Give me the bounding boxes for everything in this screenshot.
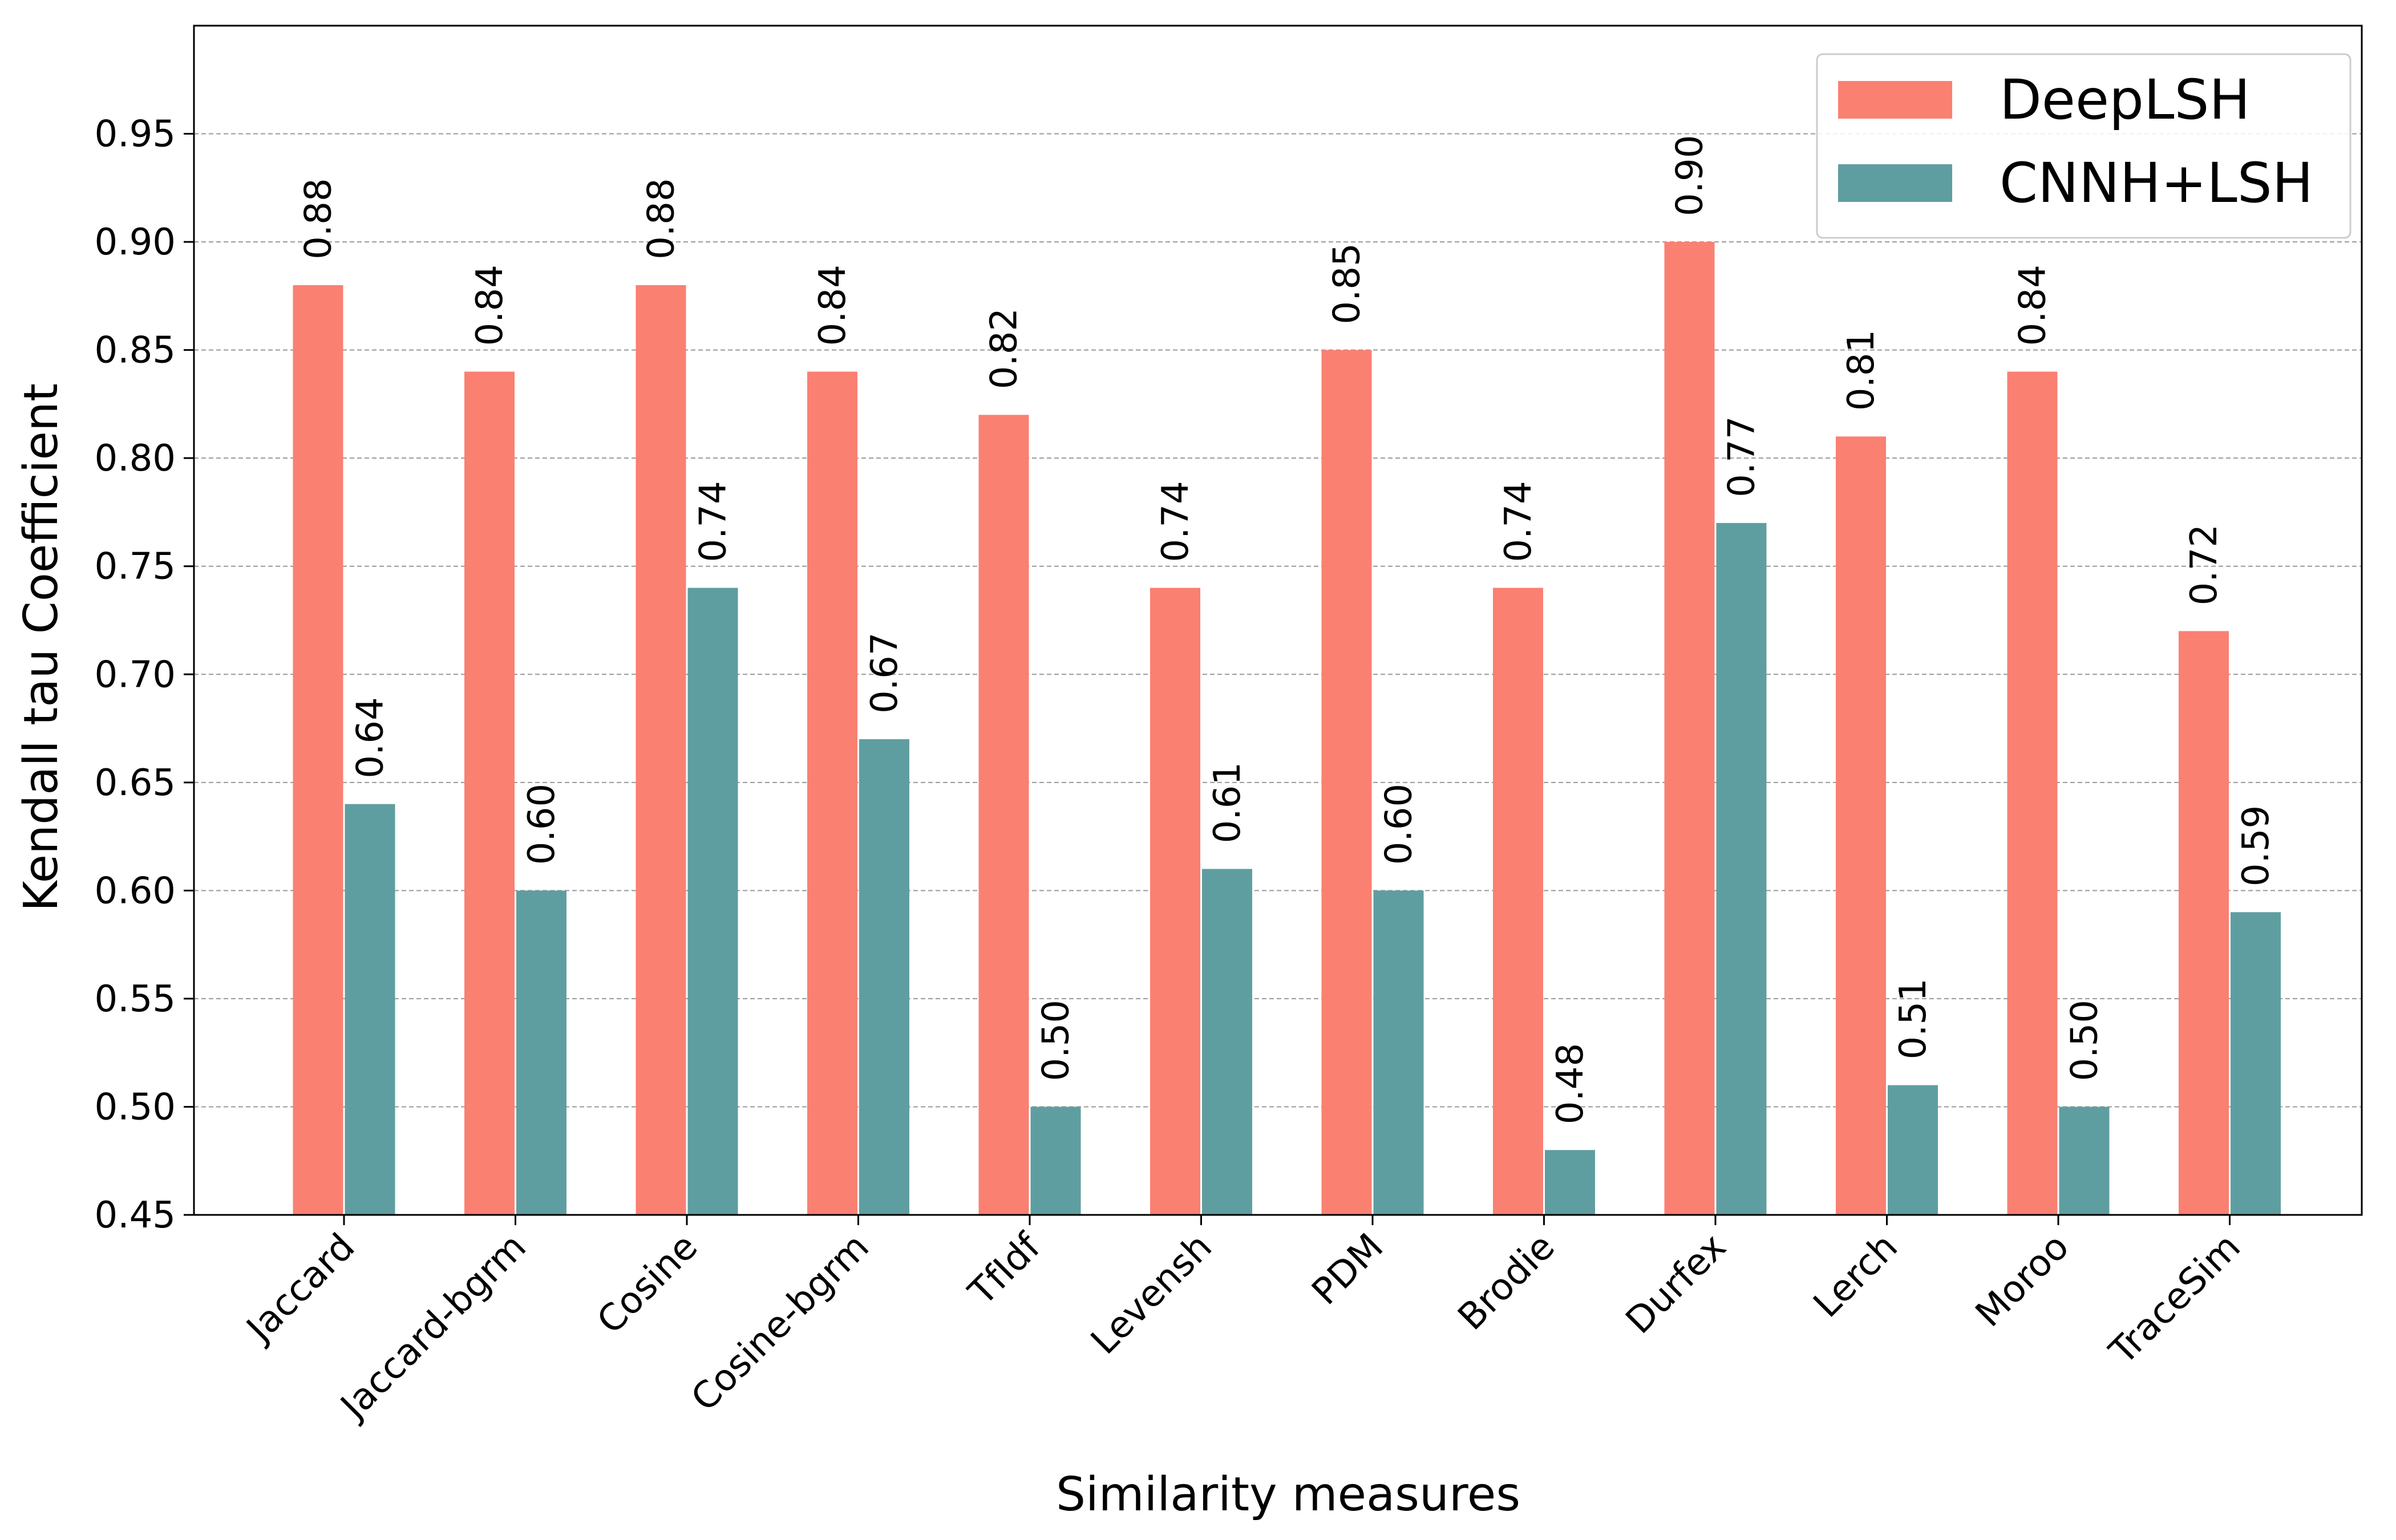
x-tick-label-tracesim: TraceSim (2101, 1226, 2248, 1373)
bar-value-label: 0.81 (1840, 330, 1883, 411)
bar-value-label: 0.64 (350, 697, 392, 779)
x-tick-label-lerch: Lerch (1806, 1226, 1906, 1326)
bar-value-label: 0.61 (1207, 762, 1249, 844)
bar-value-label: 0.88 (298, 178, 340, 260)
bar-deeplsh-tracesim (2179, 631, 2229, 1215)
bar-value-label: 0.85 (1326, 243, 1369, 325)
y-tick-label: 0.75 (95, 546, 176, 588)
bar-value-label: 0.77 (1721, 416, 1763, 497)
grid-lines (194, 133, 2362, 1108)
y-tick-label: 0.95 (95, 114, 176, 156)
bar-cnnh-lsh-tracesim (2231, 912, 2281, 1215)
bars (293, 242, 2281, 1215)
bar-deeplsh-durfex (1664, 242, 1715, 1215)
y-tick-label: 0.65 (95, 762, 176, 804)
y-axis: 0.45 0.50 0.55 0.60 0.65 0.70 0.75 0.80 0.85 0.90… (95, 114, 194, 1237)
y-tick-label: 0.45 (95, 1194, 176, 1237)
bar-deeplsh-levensh (1150, 587, 1200, 1215)
bar-cnnh-lsh-pdm (1373, 890, 1424, 1215)
bar-cnnh-lsh-brodie (1545, 1150, 1595, 1215)
bar-deeplsh-brodie (1493, 587, 1543, 1215)
bar-value-label: 0.59 (2235, 805, 2277, 887)
bar-value-label: 0.50 (2064, 1000, 2106, 1081)
legend-swatch-deeplsh (1838, 81, 1952, 119)
bar-value-label: 0.88 (641, 178, 683, 260)
bar-cnnh-lsh-cosine (687, 587, 738, 1215)
x-tick-label-cosine: Cosine (589, 1226, 706, 1342)
x-tick-label-brodie: Brodie (1450, 1226, 1563, 1339)
bar-value-label: 0.90 (1669, 135, 1711, 217)
bar-deeplsh-moroo (2007, 371, 2058, 1215)
x-tick-label-moroo: Moroo (1968, 1226, 2077, 1335)
x-tick-label-durfex: Durfex (1618, 1226, 1734, 1342)
bar-deeplsh-pdm (1321, 350, 1372, 1215)
plot-frame (193, 25, 2363, 1216)
bar-value-label: 0.60 (1378, 784, 1420, 865)
x-tick-label-pdm: PDM (1304, 1226, 1392, 1314)
bar-value-label: 0.51 (1892, 978, 1934, 1060)
y-axis-title: Kendall tau Coefficient (14, 383, 68, 911)
bar-value-label: 0.67 (864, 633, 906, 714)
bar-cnnh-lsh-tfidf (1030, 1107, 1081, 1215)
bar-deeplsh-jaccard-bgrm (464, 371, 515, 1215)
x-tick-label-tfidf: TfIdf (961, 1225, 1050, 1314)
legend: DeepLSH CNNH+LSH (1816, 53, 2352, 239)
x-axis-title: Similarity measures (1056, 1468, 1520, 1522)
y-tick-label: 0.85 (95, 330, 176, 372)
y-tick-label: 0.70 (95, 654, 176, 696)
bar-deeplsh-jaccard (293, 285, 343, 1215)
bar-value-label: 0.84 (2012, 265, 2054, 346)
bar-value-label: 0.72 (2183, 524, 2225, 606)
legend-label-cnnh-lsh: CNNH+LSH (2000, 151, 2313, 215)
bar-cnnh-lsh-cosine-bgrm (859, 739, 909, 1215)
bar-value-label: 0.82 (984, 308, 1026, 390)
bar-value-label: 0.48 (1549, 1043, 1592, 1125)
bar-value-label: 0.74 (1155, 481, 1197, 562)
legend-swatch-cnnh-lsh (1838, 164, 1952, 202)
bar-deeplsh-cosine-bgrm (807, 371, 857, 1215)
bar-cnnh-lsh-jaccard (345, 804, 395, 1215)
bar-value-label: 0.74 (693, 481, 735, 562)
x-tick-label-levensh: Levensh (1083, 1226, 1220, 1363)
bar-value-label: 0.84 (469, 265, 511, 346)
bar-value-labels: 0.88 0.64 0.84 0.60 0.88 0.74 0.84 0.67 0.82 0.50… (298, 135, 2278, 1125)
x-tick-label-jaccard: Jaccard (237, 1226, 363, 1351)
y-tick-label: 0.90 (95, 221, 176, 264)
bar-deeplsh-tfidf (978, 415, 1029, 1215)
bar-cnnh-lsh-lerch (1888, 1085, 1938, 1215)
bar-cnnh-lsh-moroo (2059, 1107, 2110, 1215)
x-tick-label-cosine-bgrm: Cosine-bgrm (683, 1226, 877, 1420)
bar-cnnh-lsh-levensh (1202, 869, 1252, 1215)
legend-label-deeplsh: DeepLSH (2000, 68, 2251, 132)
bar-deeplsh-lerch (1836, 436, 1886, 1215)
bar-deeplsh-cosine (636, 285, 686, 1215)
bar-value-label: 0.74 (1498, 481, 1540, 562)
bar-cnnh-lsh-jaccard-bgrm (516, 890, 566, 1215)
bar-value-label: 0.50 (1035, 1000, 1078, 1081)
bar-value-label: 0.84 (812, 265, 854, 346)
bar-cnnh-lsh-durfex (1716, 522, 1767, 1215)
y-tick-label: 0.50 (95, 1086, 176, 1128)
y-tick-label: 0.60 (95, 870, 176, 912)
y-tick-label: 0.55 (95, 978, 176, 1020)
y-tick-label: 0.80 (95, 437, 176, 480)
bar-value-label: 0.60 (521, 784, 563, 865)
